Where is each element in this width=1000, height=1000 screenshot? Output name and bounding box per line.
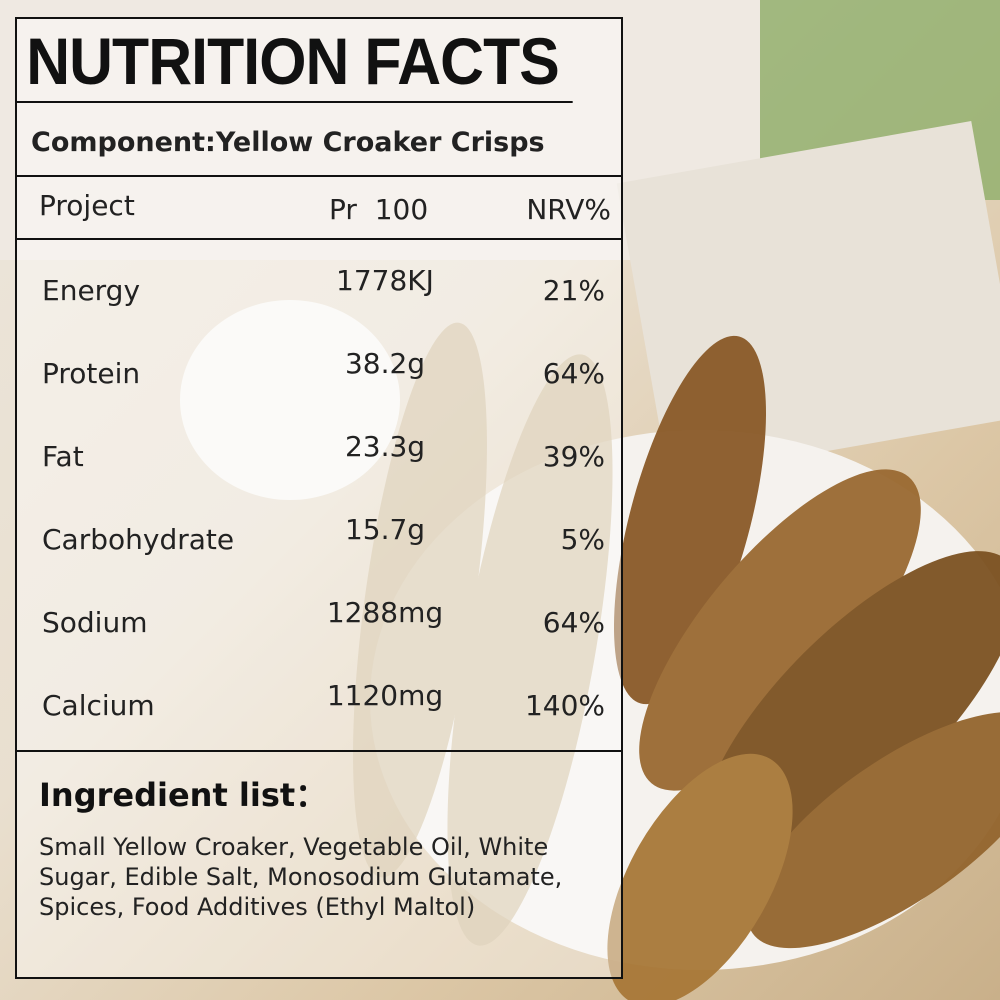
- nutrient-amount: 23.3g: [344, 430, 426, 463]
- header-per: Pr 100: [329, 193, 429, 226]
- ingredients-label: Ingredient list：: [39, 776, 328, 814]
- header-nrv: NRV%: [526, 193, 611, 226]
- nutrient-name: Carbohydrate: [42, 523, 235, 556]
- nutrient-amount: 1288mg: [326, 596, 444, 629]
- nutrient-nrv: 21%: [542, 274, 605, 307]
- nutrient-name: Protein: [42, 357, 141, 390]
- nutrient-name: Sodium: [42, 606, 148, 639]
- nutrient-nrv: 64%: [542, 606, 605, 639]
- component-row: Component:Yellow Croaker Crisps: [17, 103, 621, 177]
- nutrient-nrv: 5%: [560, 523, 605, 556]
- nutrient-nrv: 39%: [542, 440, 605, 473]
- ingredients: Ingredient list： Small Yellow Croaker, V…: [17, 752, 621, 977]
- nutrient-amount: 38.2g: [344, 347, 426, 380]
- title: NUTRITION FACTS: [17, 19, 573, 103]
- nutrient-amount: 1778KJ: [336, 264, 434, 297]
- ingredients-text: Small Yellow Croaker, Vegetable Oil, Whi…: [39, 833, 563, 921]
- nutrient-name: Fat: [42, 440, 84, 473]
- nutrient-nrv: 140%: [524, 689, 605, 722]
- nutrient-amount: 1120mg: [326, 679, 444, 712]
- table-header: Project Pr 100 NRV%: [17, 177, 621, 240]
- nutrient-name: Calcium: [42, 689, 155, 722]
- header-project: Project: [39, 189, 135, 222]
- table-body: Energy 1778KJ 21% Protein 38.2g 64% Fat 23.3g 39…: [17, 240, 621, 752]
- nutrient-nrv: 64%: [542, 357, 605, 390]
- nutrient-name: Energy: [42, 274, 141, 307]
- nutrition-panel: NUTRITION FACTS Component:Yellow Croaker…: [15, 17, 623, 979]
- component: Component:Yellow Croaker Crisps: [31, 127, 545, 158]
- nutrient-amount: 15.7g: [344, 513, 426, 546]
